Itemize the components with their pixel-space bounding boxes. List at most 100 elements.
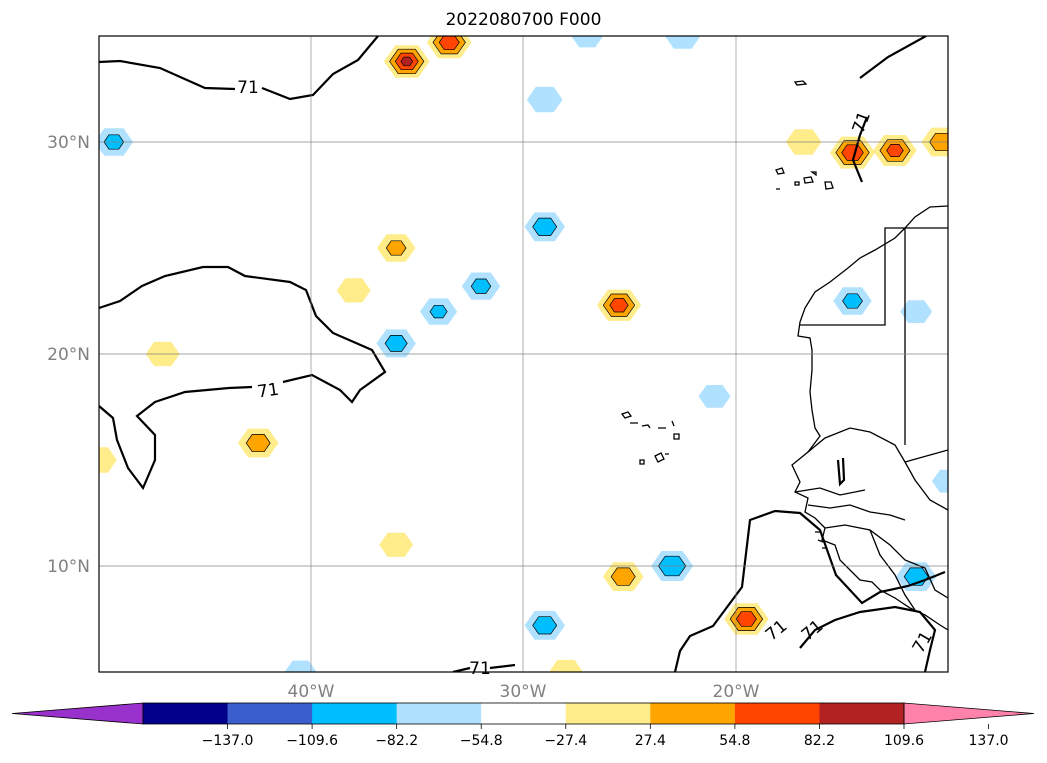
colorbar-segment [227,703,313,724]
anomaly-blob [596,289,642,321]
contour-label-north: 71 [237,78,259,98]
guinea-bissau-islands [815,531,826,549]
anomaly-level-fill [284,660,317,672]
contour-line-mid [99,265,387,491]
colorbar-segment [565,703,651,724]
colorbar-tick-label: −54.8 [460,733,503,749]
colorbar-segment [396,703,482,724]
contour-line-south [673,509,946,672]
colorbar-tick-label: 54.8 [719,733,750,749]
anomaly-blob [420,298,458,325]
grid [99,36,948,672]
anomaly-blob [237,428,279,458]
madeira [793,80,808,86]
lon-tick-20w: 20°W [713,682,760,702]
anomaly-level-fill [842,293,863,309]
anomaly-level-fill [532,217,558,236]
lon-tick-30w: 30°W [500,682,547,702]
lat-tick-30n: 30°N [47,133,90,153]
contour-label-bottom: 71 [469,659,491,679]
colorbar-tick-label: −109.6 [286,733,338,749]
anomaly-blob [461,272,501,300]
border-guinea [824,524,948,599]
anomaly-blob [284,660,317,672]
contour-line-senegal [836,457,846,487]
anomaly-level-fill [609,298,629,313]
colorbar-tick-label: −82.2 [375,733,418,749]
anomaly-blob [724,603,769,635]
anomaly-blob [379,532,414,557]
anomaly-level-fill [532,616,558,635]
coastlines [620,80,948,631]
anomaly-level-fill [932,469,948,493]
colorbar-tick-label: 82.2 [804,733,835,749]
anomaly-level-fill [664,36,701,49]
cape-verde [620,411,680,465]
anomaly-blob [698,385,731,408]
border-mali [904,461,948,511]
anomaly-level-fill [336,278,371,303]
contour-label-south-2: 71 [798,616,827,645]
anomaly-blob [900,300,933,323]
colorbar-frame [142,702,905,725]
contour-label-south-3: 71 [909,628,937,657]
anomaly-level-fill [610,567,636,586]
chart-title: 2022080700 F000 [445,10,602,30]
anomaly-blob [833,287,872,315]
anomaly-level-fill [470,278,492,294]
colorbar-extend-high [903,702,1035,725]
anomaly-contours [99,36,948,672]
anomaly-blob [571,36,604,48]
anomaly-level-fill [379,532,414,557]
anomaly-blob [426,36,472,59]
colorbar-segment [143,703,229,724]
lat-tick-10n: 10°N [47,557,90,577]
colorbar-tick-label: −27.4 [544,733,587,749]
anomaly-level-fill [698,385,731,408]
contour-label-mid: 71 [256,380,280,403]
anomaly-blob [376,329,416,358]
colorbar-segment [650,703,736,724]
colorbar-segment [819,703,905,724]
anomaly-level-fill [549,659,583,672]
colorbar-segment [481,703,567,724]
colorbar-tick-label: 137.0 [969,733,1009,749]
colorbar-segment [312,703,398,724]
anomaly-level-fill [99,447,117,473]
contour-line-bottom [452,663,516,672]
anomaly-level-fill [438,36,460,51]
colorbar-tick-label: 27.4 [635,733,666,749]
anomaly-blob [664,36,701,49]
colorbar-tick-labels: −137.0 −109.6 −82.2 −54.8 −27.4 27.4 54.8 82.2 1… [202,724,1009,749]
lat-tick-20n: 20°N [47,345,90,365]
contour-label-east: 71 [849,109,875,136]
contour-line-east [851,36,927,183]
colorbar-extend-low [11,702,144,725]
contour-labels: 71 71 71 71 71 71 71 [237,78,937,679]
anomaly-blob [829,136,876,169]
anomaly-blob [524,212,565,242]
anomaly-blob [524,611,565,640]
africa-coastline [791,205,948,631]
border-senegal-south [794,487,906,521]
border-senegal [807,427,948,463]
canary-islands [775,167,834,190]
anomaly-level-fill [384,335,408,352]
lon-tick-40w: 40°W [288,682,335,702]
colorbar-tick-label: 109.6 [884,733,924,749]
anomaly-level-fill [571,36,604,48]
anomaly-blob [932,469,948,493]
anomaly-blob [383,45,430,78]
anomaly-level-fill [385,240,407,256]
border-guinea-b [869,529,916,611]
anomaly-level-fill [429,304,448,319]
border-westsahara [800,227,948,326]
anomaly-blob [526,86,563,113]
anomaly-blob [873,135,917,166]
anomaly-level-fill [245,434,271,453]
anomaly-blob [376,234,416,262]
colorbar [11,702,1035,725]
anomaly-level-fill [400,56,414,67]
anomaly-level-fill [886,144,904,157]
